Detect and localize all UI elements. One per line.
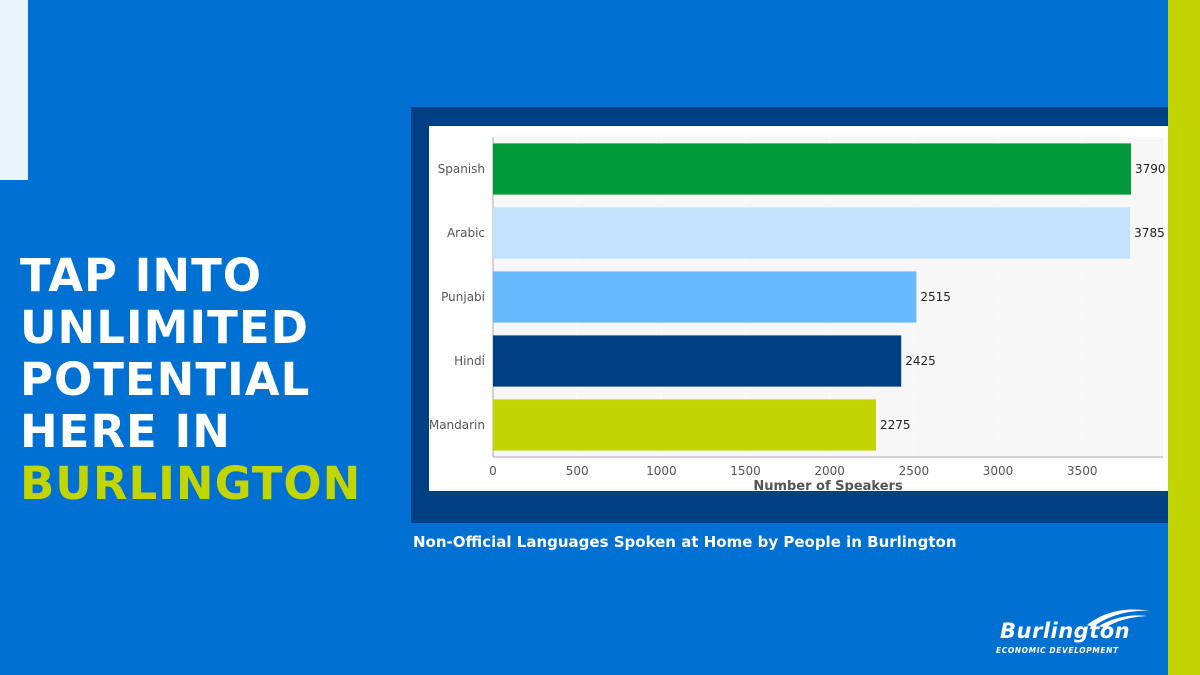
y-tick-label: Hindi [454,354,485,368]
headline-line: TAP INTO [20,249,263,302]
logo-tagline: ECONOMIC DEVELOPMENT [996,646,1119,655]
accent-block-top-left [0,0,28,180]
bar-arabic [493,207,1131,259]
chart-frame: Spanish 3790 Arabic 3785 Punjabi 2515 Hindi 242… [411,107,1168,523]
x-tick-label: 3500 [1067,464,1098,478]
bar-hindi [493,335,902,387]
bar-spanish [493,143,1132,195]
data-label: 3790 [1135,162,1166,176]
headline-line: POTENTIAL [20,353,311,406]
chart-caption: Non-Official Languages Spoken at Home by… [413,533,957,551]
headline-line: UNLIMITED [20,301,309,354]
bar-chart: Spanish 3790 Arabic 3785 Punjabi 2515 Hindi 242… [429,137,1166,491]
data-label: 2515 [920,290,951,304]
data-label: 3785 [1134,226,1165,240]
swoosh-icon [1087,609,1149,628]
x-tick-label: 500 [566,464,589,478]
y-tick-label: Arabic [447,226,485,240]
headline: TAP INTO UNLIMITED POTENTIAL HERE IN BUR… [20,250,361,510]
y-tick-label: Mandarin [429,418,485,432]
data-label: 2275 [880,418,911,432]
x-tick-label: 2500 [899,464,930,478]
y-tick-label: Punjabi [441,290,485,304]
logo-wordmark: Burlington [1000,619,1131,643]
x-axis-title: Number of Speakers [753,479,903,491]
y-tick-label: Spanish [438,162,485,176]
headline-accent: BURLINGTON [20,457,362,510]
accent-stripe-right [1168,0,1200,675]
x-tick-label: 1500 [730,464,761,478]
x-tick-label: 1000 [646,464,677,478]
data-label: 2425 [905,354,936,368]
bar-mandarin [493,399,876,451]
burlington-logo[interactable]: Burlington ECONOMIC DEVELOPMENT [990,605,1160,660]
x-tick-label: 2000 [814,464,845,478]
x-tick-label: 3000 [983,464,1014,478]
headline-line: HERE IN [20,405,231,458]
x-tick-label: 0 [489,464,497,478]
bar-punjabi [493,271,917,323]
chart-panel: Spanish 3790 Arabic 3785 Punjabi 2515 Hindi 242… [429,126,1168,491]
